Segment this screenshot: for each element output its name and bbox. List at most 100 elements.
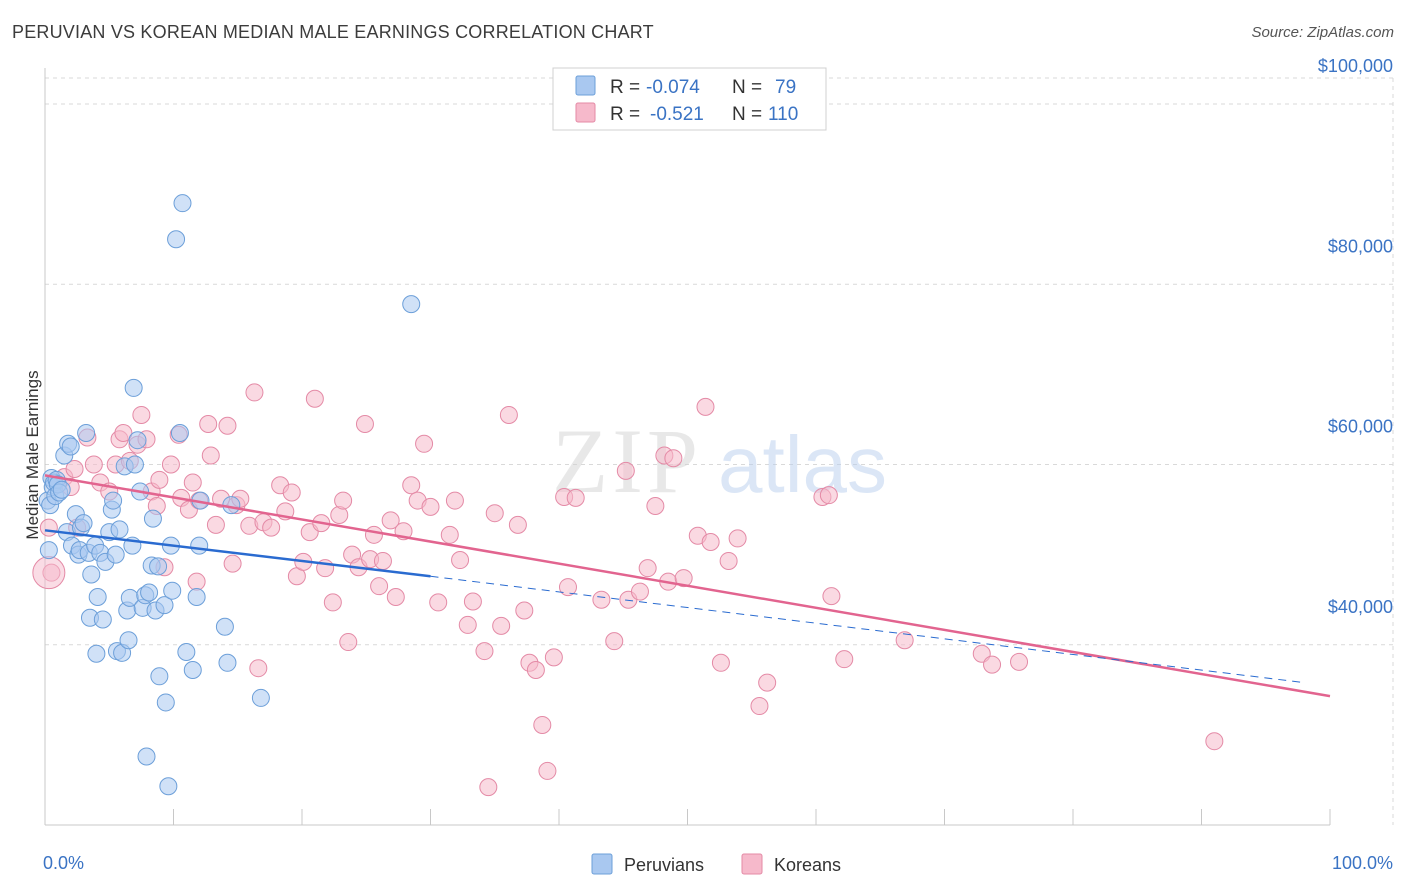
stats-legend: R = -0.074 N = 79 R = -0.521 N = 110 xyxy=(552,67,827,131)
korean-point xyxy=(638,559,657,578)
x-axis-ticks xyxy=(44,809,1331,825)
korean-point xyxy=(39,518,58,537)
y-tick-labels: $40,000 $60,000 $80,000 $100,000 xyxy=(1318,56,1393,617)
korean-point xyxy=(114,423,133,442)
peruvian-point xyxy=(140,583,159,602)
korean-point xyxy=(132,405,151,424)
peruvian-point xyxy=(137,747,156,766)
peruvian-point xyxy=(402,295,421,314)
korean-point xyxy=(533,715,552,734)
bottom-legend-swatch-koreans xyxy=(741,853,763,875)
y-tick-label: $80,000 xyxy=(1328,236,1393,256)
x-tick-label-min: 0.0% xyxy=(43,853,84,873)
peruvian-point xyxy=(119,631,138,650)
korean-points xyxy=(32,383,1224,797)
korean-point xyxy=(364,525,383,544)
peruvian-point xyxy=(87,644,106,663)
series-legend: Peruvians Koreans xyxy=(591,853,841,875)
korean-point xyxy=(646,496,665,515)
peruvian-point xyxy=(155,596,174,615)
korean-point xyxy=(201,446,220,465)
korean-point xyxy=(475,642,494,661)
y-tick-label: $60,000 xyxy=(1328,417,1393,437)
legend-n-value-2: 110 xyxy=(768,104,798,125)
legend-n-label-2: N = xyxy=(732,104,762,125)
peruvian-point xyxy=(159,777,178,796)
korean-point xyxy=(711,653,730,672)
peruvian-point xyxy=(187,587,206,606)
korean-point xyxy=(161,455,180,474)
korean-point xyxy=(65,460,84,479)
y-axis-label: Median Male Earnings xyxy=(23,370,42,539)
korean-point xyxy=(674,569,693,588)
y-tick-label: $40,000 xyxy=(1328,597,1393,617)
legend-r-value-2: -0.521 xyxy=(650,104,704,125)
peruvian-trend-line xyxy=(44,529,431,578)
korean-point xyxy=(429,593,448,612)
peruvian-point xyxy=(124,378,143,397)
korean-point xyxy=(249,659,268,678)
korean-point xyxy=(664,449,683,468)
peruvian-point xyxy=(106,545,125,564)
peruvian-point xyxy=(82,565,101,584)
korean-point-large xyxy=(32,556,66,590)
peruvian-point xyxy=(128,431,147,450)
legend-n-label-1: N = xyxy=(732,77,762,98)
legend-r-label-1: R = xyxy=(610,77,640,98)
peruvian-point xyxy=(77,423,96,442)
korean-point xyxy=(445,491,464,510)
korean-point xyxy=(819,486,838,505)
korean-point xyxy=(895,631,914,650)
peruvian-point xyxy=(110,520,129,539)
korean-point xyxy=(544,648,563,667)
korean-point xyxy=(84,455,103,474)
korean-point xyxy=(183,473,202,492)
korean-point xyxy=(458,615,477,634)
korean-point xyxy=(323,593,342,612)
korean-point xyxy=(630,582,649,601)
korean-point xyxy=(370,577,389,596)
peruvian-point xyxy=(170,423,189,442)
korean-point xyxy=(515,601,534,620)
peruvian-point xyxy=(39,541,58,560)
korean-point xyxy=(421,497,440,516)
peruvian-point xyxy=(104,491,123,510)
korean-point xyxy=(983,655,1002,674)
korean-point xyxy=(282,483,301,502)
korean-point xyxy=(492,616,511,635)
peruvian-point xyxy=(163,581,182,600)
korean-point xyxy=(701,533,720,552)
korean-point xyxy=(508,515,527,534)
korean-point xyxy=(605,632,624,651)
peruvian-point xyxy=(215,617,234,636)
peruvian-point xyxy=(143,509,162,528)
peruvian-point xyxy=(149,557,168,576)
peruvian-point xyxy=(150,667,169,686)
korean-point xyxy=(835,650,854,669)
korean-point xyxy=(451,551,470,570)
peruvian-point xyxy=(52,480,71,499)
legend-r-label-2: R = xyxy=(610,104,640,125)
peruvian-points xyxy=(38,194,421,796)
korean-point xyxy=(262,518,281,537)
trend-lines xyxy=(44,474,1331,698)
watermark: ZIP atlas xyxy=(552,410,887,512)
korean-point xyxy=(499,405,518,424)
korean-point xyxy=(592,590,611,609)
korean-point xyxy=(463,592,482,611)
korean-point xyxy=(334,491,353,510)
chart-title: PERUVIAN VS KOREAN MEDIAN MALE EARNINGS … xyxy=(12,22,654,42)
korean-point xyxy=(199,414,218,433)
peruvian-point xyxy=(88,587,107,606)
legend-r-value-1: -0.074 xyxy=(646,77,700,98)
korean-point xyxy=(566,488,585,507)
peruvian-point xyxy=(183,660,202,679)
y-tick-label: $100,000 xyxy=(1318,56,1393,76)
legend-n-value-1: 79 xyxy=(775,77,796,98)
legend-swatch-peruvians xyxy=(575,75,596,96)
x-tick-label-max: 100.0% xyxy=(1332,853,1393,873)
korean-point xyxy=(616,461,635,480)
korean-point xyxy=(150,470,169,489)
korean-point xyxy=(719,551,738,570)
bottom-legend-koreans: Koreans xyxy=(774,855,841,875)
